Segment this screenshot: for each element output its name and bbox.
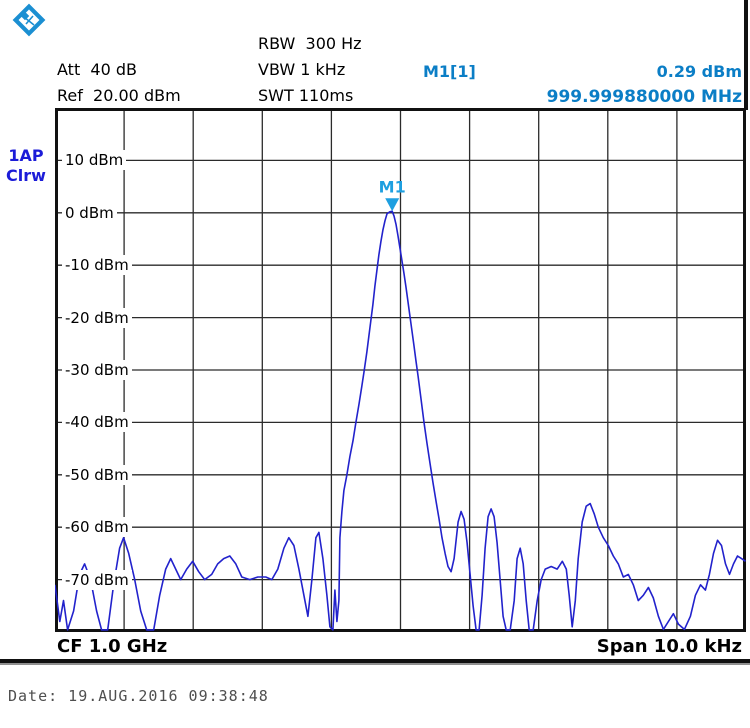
- marker-m1-triangle[interactable]: [385, 198, 400, 212]
- y-tick-label: 10 dBm: [62, 150, 127, 171]
- y-tick-label: -60 dBm: [62, 517, 132, 538]
- grid-border: [55, 108, 746, 632]
- y-tick-label: -30 dBm: [62, 360, 132, 380]
- marker-name-readout: M1[1]: [423, 62, 476, 81]
- att-setting: Att 40 dB: [57, 60, 137, 79]
- ref-level-setting: Ref 20.00 dBm: [57, 86, 181, 105]
- marker-frequency-readout: 999.999880000 MHz: [546, 87, 742, 107]
- date-time-stamp: Date: 19.AUG.2016 09:38:48: [8, 687, 269, 705]
- trace-detector-label: 1AP: [8, 146, 44, 165]
- span-label: Span 10.0 kHz: [596, 636, 742, 657]
- y-tick-label: -10 dBm: [62, 255, 132, 276]
- trace-line: [55, 210, 746, 631]
- marker-m1-label: M1: [379, 177, 406, 196]
- screen-right-border: [744, 0, 748, 110]
- y-tick-label: 0 dBm: [62, 202, 117, 223]
- rbw-setting: RBW 300 Hz: [258, 34, 362, 53]
- y-tick-label: -70 dBm: [62, 569, 132, 590]
- rohde-schwarz-logo-icon: [12, 3, 46, 37]
- spectrum-plot: M1: [55, 108, 746, 632]
- vbw-setting: VBW 1 kHz: [258, 60, 346, 79]
- trace-mode-label: 1AP Clrw: [4, 146, 48, 186]
- swt-setting: SWT 110ms: [258, 86, 354, 105]
- marker-amplitude-readout: 0.29 dBm: [656, 62, 742, 81]
- y-tick-label: -40 dBm: [62, 412, 132, 433]
- y-tick-label: -50 dBm: [62, 464, 132, 485]
- trace-write-mode-label: Clrw: [6, 166, 46, 185]
- center-frequency-label: CF 1.0 GHz: [57, 636, 168, 657]
- y-tick-label: -20 dBm: [62, 307, 132, 328]
- footer-separator: [0, 659, 750, 665]
